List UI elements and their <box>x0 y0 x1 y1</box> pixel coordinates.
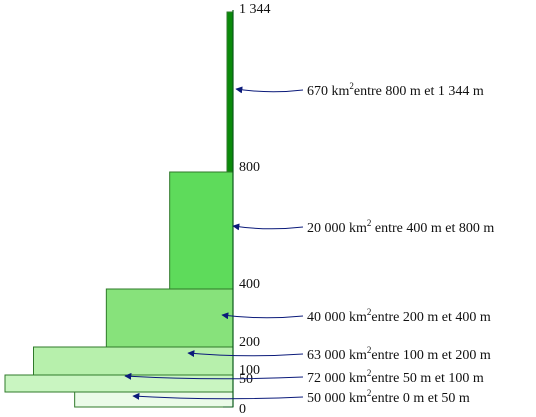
annotation-label-50-100: 72 000 km2entre 50 m et 100 m <box>307 368 484 386</box>
y-tick-label-0: 0 <box>239 402 246 417</box>
annotation-unit-sup: 2 <box>367 345 372 355</box>
annotation-label-800-1344: 670 km2entre 800 m et 1 344 m <box>307 81 484 99</box>
annotation-arrow-400-800 <box>232 223 304 231</box>
annotation-range: entre 200 m et 400 m <box>371 310 490 325</box>
y-tick-label-1344: 1 344 <box>239 2 271 17</box>
band-bar-50-100 <box>4 374 234 393</box>
band-bar-800-1344 <box>226 11 234 173</box>
y-tick-label-100: 100 <box>239 363 260 378</box>
annotation-arrow-100-200 <box>187 350 304 358</box>
annotation-unit-sup: 2 <box>367 388 372 398</box>
annotation-area: 670 km <box>307 84 350 99</box>
annotation-area: 20 000 km <box>307 221 367 236</box>
annotation-arrow-200-400 <box>221 312 304 320</box>
band-bar-100-200 <box>33 346 234 376</box>
annotation-label-400-800: 20 000 km2 entre 400 m et 800 m <box>307 218 494 236</box>
annotation-range: entre 400 m et 800 m <box>371 221 494 236</box>
annotation-unit-sup: 2 <box>367 307 372 317</box>
bars-group <box>4 11 234 408</box>
annotation-unit-sup: 2 <box>349 81 354 91</box>
band-bar-200-400 <box>105 288 234 348</box>
annotation-unit-sup: 2 <box>367 218 372 228</box>
annotations: 50 000 km2entre 0 m et 50 m72 000 km2ent… <box>124 81 494 406</box>
annotation-area: 72 000 km <box>307 371 367 386</box>
annotation-range: entre 50 m et 100 m <box>371 371 483 386</box>
annotation-unit-sup: 2 <box>367 368 372 378</box>
y-axis <box>223 10 234 408</box>
annotation-label-100-200: 63 000 km2entre 100 m et 200 m <box>307 345 491 363</box>
annotation-label-0-50: 50 000 km2entre 0 m et 50 m <box>307 388 470 406</box>
y-tick-label-800: 800 <box>239 160 260 175</box>
annotation-arrow-800-1344 <box>235 86 304 94</box>
annotation-arrow-0-50 <box>132 392 304 400</box>
annotation-range: entre 100 m et 200 m <box>371 348 490 363</box>
annotation-label-200-400: 40 000 km2entre 200 m et 400 m <box>307 307 491 325</box>
annotation-area: 63 000 km <box>307 348 367 363</box>
band-bar-0-50 <box>74 391 234 408</box>
annotation-area: 40 000 km <box>307 310 367 325</box>
y-tick-label-50: 50 <box>239 372 253 387</box>
y-tick-label-400: 400 <box>239 277 260 292</box>
annotation-area: 50 000 km <box>307 391 367 406</box>
band-bar-400-800 <box>169 171 234 290</box>
annotation-range: entre 0 m et 50 m <box>371 391 469 406</box>
y-tick-label-200: 200 <box>239 335 260 350</box>
annotation-arrow-50-100 <box>124 372 304 380</box>
annotation-range: entre 800 m et 1 344 m <box>354 84 484 99</box>
